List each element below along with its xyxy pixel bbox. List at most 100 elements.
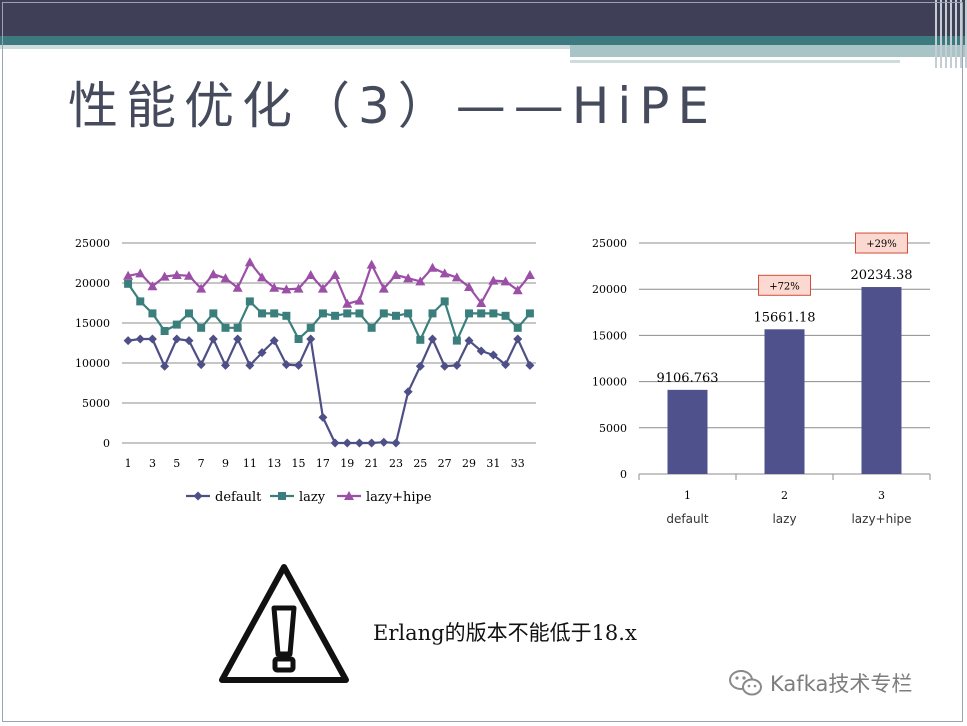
- line-series-lazy: [127, 283, 531, 342]
- data-point-diamond: [123, 336, 133, 346]
- header-band-dark: [0, 0, 967, 36]
- data-point-diamond: [391, 438, 401, 448]
- data-point-diamond: [135, 334, 145, 344]
- line-chart-x-tick-label: 17: [316, 457, 330, 470]
- line-chart-x-tick-label: 9: [222, 457, 229, 470]
- data-point-diamond: [403, 387, 413, 397]
- line-chart-x-tick-label: 15: [292, 457, 306, 470]
- header-band-light-right: [570, 45, 967, 57]
- data-point-diamond: [257, 348, 267, 358]
- data-point-diamond: [318, 412, 328, 422]
- data-point-triangle: [464, 282, 475, 291]
- data-point-triangle: [354, 295, 365, 305]
- slide-title: 性能优化（3）——HiPE: [68, 77, 718, 135]
- data-point-diamond: [160, 361, 170, 371]
- legend-marker-diamond: [193, 491, 203, 501]
- line-chart-x-tick-label: 7: [198, 457, 205, 470]
- data-point-square: [428, 309, 437, 318]
- data-point-diamond: [330, 438, 340, 448]
- data-point-square: [148, 309, 157, 318]
- data-point-diamond: [476, 346, 486, 356]
- data-point-diamond: [269, 336, 279, 346]
- data-point-triangle: [147, 281, 158, 291]
- data-point-square: [343, 309, 352, 318]
- line-chart-x-tick-label: 1: [125, 457, 132, 470]
- data-point-triangle: [403, 273, 414, 283]
- header-band-thin: [570, 60, 900, 63]
- data-point-diamond: [428, 334, 437, 344]
- data-point-square: [416, 335, 425, 344]
- data-point-diamond: [415, 361, 425, 371]
- data-point-triangle: [427, 262, 438, 272]
- bar: [764, 329, 805, 474]
- data-point-square: [440, 297, 449, 306]
- data-point-square: [367, 323, 376, 332]
- legend-label: default: [215, 490, 262, 505]
- growth-badge-label: +72%: [769, 281, 800, 292]
- growth-badge: [758, 274, 811, 296]
- data-point-triangle: [366, 259, 377, 269]
- data-point-diamond: [525, 360, 535, 370]
- line-chart-y-tick-label: 25000: [75, 237, 110, 250]
- line-chart-y-tick-label: 20000: [75, 277, 110, 290]
- bar-data-label: 9106.763: [656, 371, 718, 386]
- data-point-triangle: [281, 284, 292, 294]
- data-point-square: [465, 309, 474, 318]
- data-point-square: [477, 309, 486, 318]
- data-point-diamond: [184, 336, 194, 346]
- data-point-square: [452, 336, 461, 345]
- header-stripes: [929, 0, 967, 68]
- header-band-light-left: [0, 45, 570, 49]
- data-point-square: [197, 323, 206, 332]
- line-chart-x-tick-label: 11: [243, 457, 257, 470]
- data-point-triangle: [196, 283, 207, 293]
- line-chart-x-tick-label: 5: [173, 457, 180, 470]
- data-point-square: [209, 309, 218, 318]
- data-point-diamond: [281, 360, 291, 370]
- version-note: Erlang的版本不能低于18.x: [373, 621, 637, 645]
- data-point-diamond: [172, 334, 182, 344]
- line-series-lazy-hipe: [127, 261, 531, 305]
- bar-data-label: 20234.38: [850, 268, 912, 283]
- data-point-triangle: [208, 269, 219, 279]
- line-chart-x-tick-label: 21: [365, 457, 379, 470]
- line-chart-y-tick-label: 0: [103, 437, 110, 450]
- watermark-text: Kafka技术专栏: [770, 672, 913, 696]
- data-point-square: [306, 323, 315, 332]
- bar-category-label: 1: [684, 489, 691, 502]
- line-chart-x-tick-label: 33: [511, 457, 525, 470]
- line-chart-x-tick-label: 25: [413, 457, 427, 470]
- bar-chart-y-tick-label: 15000: [592, 329, 627, 342]
- legend-marker-triangle: [344, 491, 354, 500]
- data-point-diamond: [488, 350, 498, 360]
- data-point-triangle: [512, 285, 523, 295]
- bar-data-label: 15661.18: [753, 310, 815, 325]
- bar-category-label: 3: [878, 489, 885, 502]
- data-point-triangle: [330, 270, 341, 279]
- data-point-square: [172, 320, 181, 329]
- data-point-triangle: [439, 268, 450, 278]
- data-point-triangle: [220, 273, 231, 283]
- data-point-triangle: [257, 272, 268, 282]
- data-point-triangle: [524, 270, 535, 279]
- data-point-diamond: [147, 334, 157, 344]
- header-band-teal: [0, 36, 967, 45]
- data-point-diamond: [464, 336, 474, 346]
- data-point-triangle: [390, 270, 401, 279]
- data-point-square: [258, 309, 267, 318]
- data-point-square: [160, 327, 169, 335]
- data-point-square: [318, 309, 327, 318]
- bar: [861, 287, 902, 474]
- data-point-square: [404, 309, 413, 318]
- bar-chart-y-tick-label: 0: [620, 468, 627, 481]
- data-point-diamond: [513, 334, 523, 344]
- data-point-diamond: [221, 360, 230, 370]
- data-point-diamond: [342, 438, 352, 448]
- data-point-diamond: [306, 334, 316, 344]
- bar-category-sublabel: lazy: [772, 512, 796, 526]
- legend-label: lazy+hipe: [366, 490, 432, 505]
- line-chart-x-tick-label: 19: [340, 457, 354, 470]
- data-point-triangle: [476, 298, 487, 307]
- data-point-diamond: [440, 361, 450, 371]
- data-point-square: [136, 297, 145, 306]
